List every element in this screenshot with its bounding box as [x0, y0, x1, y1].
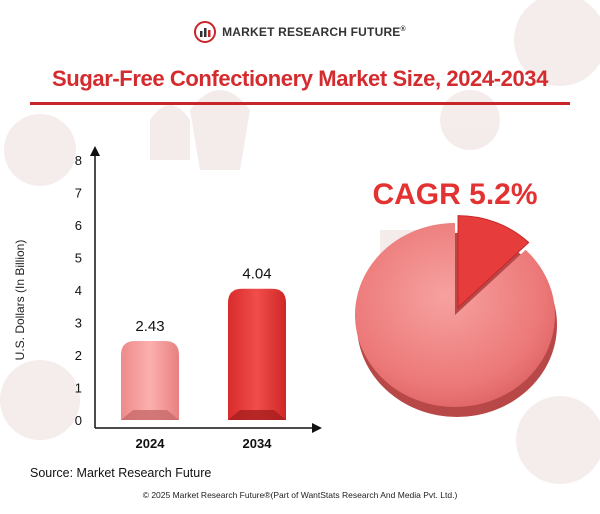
brand-name: MARKET RESEARCH FUTURE® [222, 25, 406, 39]
decor-cupcake-icon [150, 105, 190, 160]
y-tick-label: 2 [75, 348, 82, 363]
bar-2034 [228, 288, 286, 420]
decor-candy-icon [0, 360, 80, 440]
y-tick-label: 7 [75, 186, 82, 201]
source-note: Source: Market Research Future [30, 466, 212, 480]
bar-base-2034 [228, 410, 286, 420]
chart-title: Sugar-Free Confectionery Market Size, 20… [52, 66, 548, 91]
x-tick-label-2034: 2034 [243, 436, 273, 451]
x-axis-arrow-icon [312, 423, 322, 433]
y-tick-label: 0 [75, 413, 82, 428]
pie-slice-major [354, 223, 555, 407]
cagr-label: CAGR 5.2% [372, 178, 538, 211]
y-tick-label: 4 [75, 283, 82, 298]
decor-candy-icon [4, 114, 76, 186]
y-tick-label: 3 [75, 316, 82, 331]
decor-lollipop-icon [440, 90, 500, 150]
pie-slice-minor [457, 215, 530, 309]
y-tick-label: 6 [75, 218, 82, 233]
y-tick-label: 1 [75, 381, 82, 396]
data-label-2024: 2.43 [135, 318, 164, 335]
x-tick-label-2024: 2024 [136, 436, 166, 451]
brand-logo: MARKET RESEARCH FUTURE® [0, 12, 600, 52]
bar-2024 [121, 341, 179, 420]
copyright-note: © 2025 Market Research Future®(Part of W… [142, 490, 458, 500]
decor-cupcake-icon [190, 90, 250, 170]
decor-candy-icon [514, 0, 600, 86]
y-axis-arrow-icon [90, 146, 100, 156]
y-tick-label: 8 [75, 153, 82, 168]
y-tick-label: 5 [75, 251, 82, 266]
brand-logo-icon [194, 21, 217, 43]
decor-candy-icon [516, 396, 600, 484]
data-label-2034: 4.04 [242, 266, 271, 283]
bar-base-2024 [121, 410, 179, 420]
title-divider [30, 102, 570, 105]
